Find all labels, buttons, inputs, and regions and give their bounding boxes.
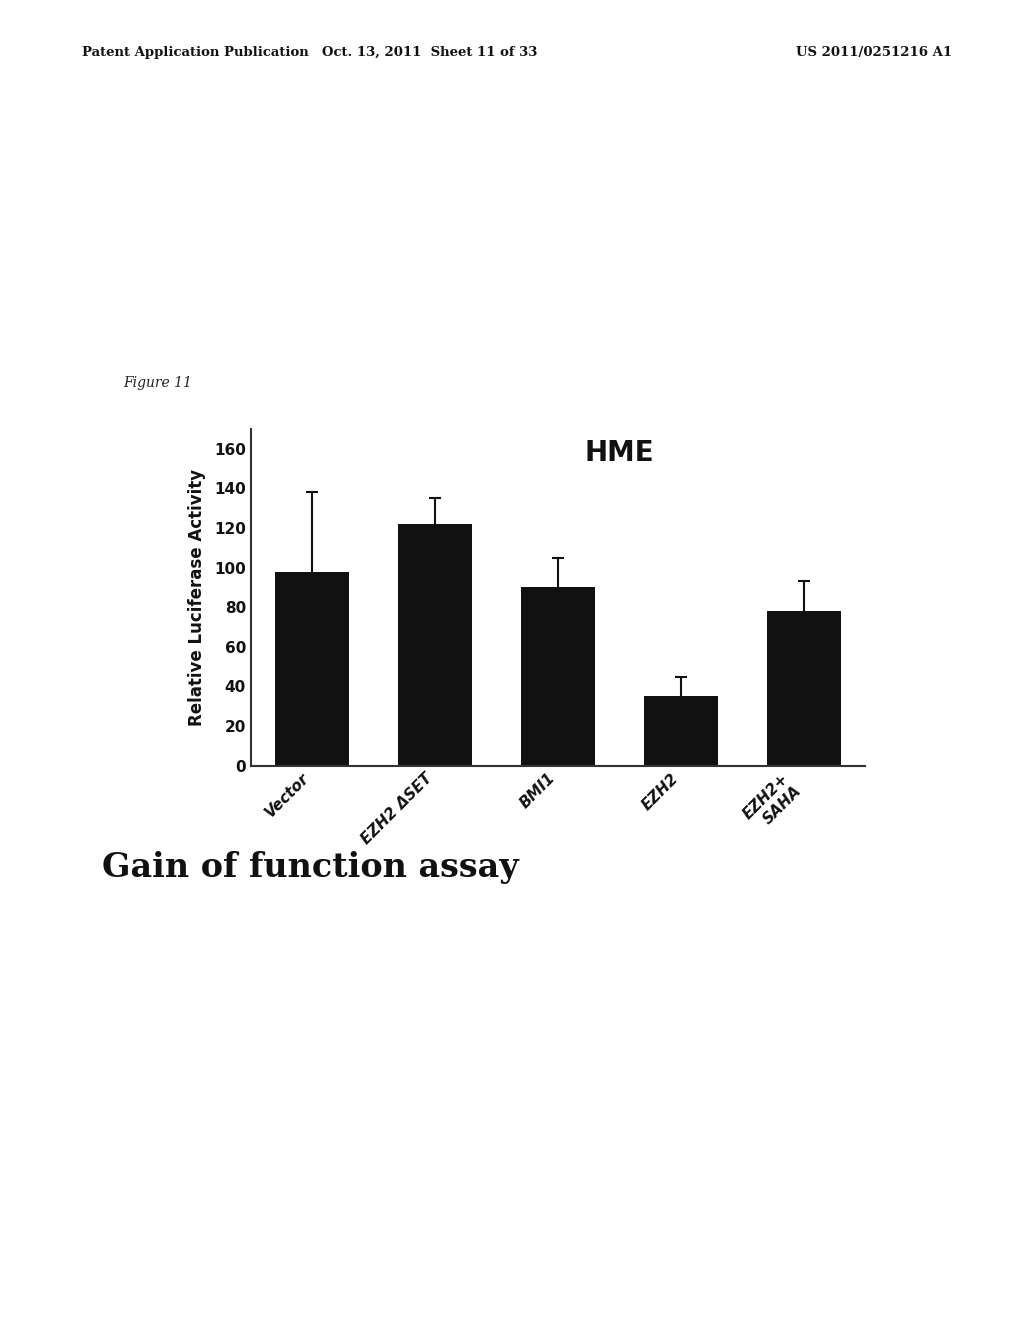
Text: US 2011/0251216 A1: US 2011/0251216 A1	[797, 46, 952, 59]
Text: Patent Application Publication: Patent Application Publication	[82, 46, 308, 59]
Bar	[767, 611, 841, 766]
Text: Gain of function assay: Gain of function assay	[102, 851, 519, 884]
Bar	[398, 524, 472, 766]
Text: HME: HME	[585, 440, 654, 467]
Bar	[275, 572, 349, 766]
Bar	[521, 587, 595, 766]
Text: Oct. 13, 2011  Sheet 11 of 33: Oct. 13, 2011 Sheet 11 of 33	[323, 46, 538, 59]
Y-axis label: Relative Luciferase Activity: Relative Luciferase Activity	[187, 469, 206, 726]
Text: Figure 11: Figure 11	[123, 376, 191, 391]
Bar	[644, 697, 718, 766]
